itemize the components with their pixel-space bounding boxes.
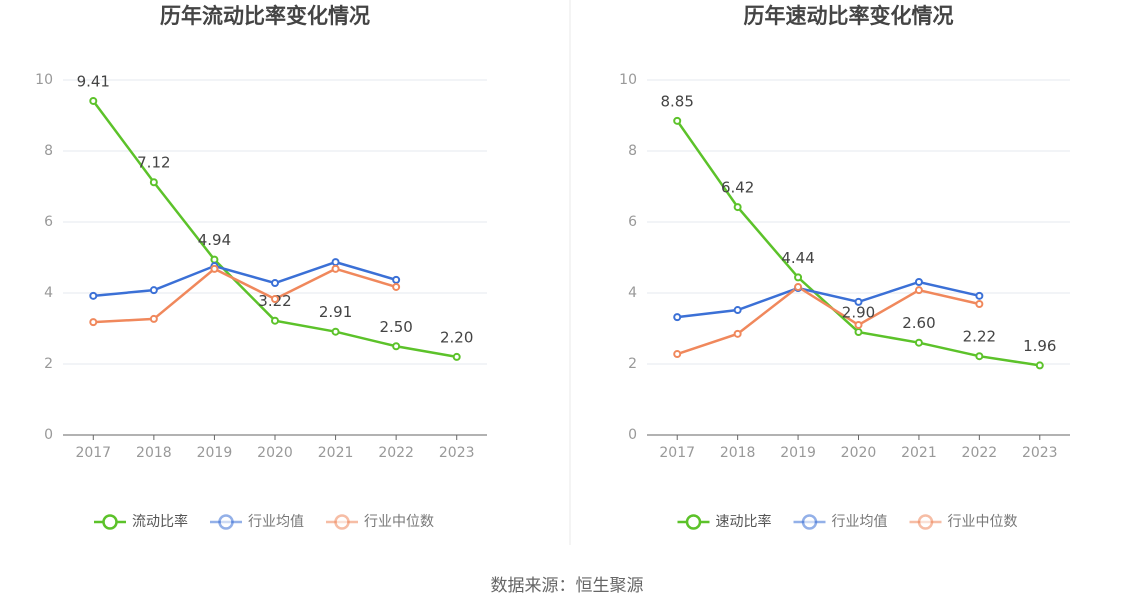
data-label: 9.41 bbox=[77, 72, 110, 90]
legend-label: 行业均值 bbox=[832, 514, 888, 530]
x-tick-label: 2021 bbox=[901, 445, 937, 461]
x-tick-label: 2020 bbox=[257, 445, 293, 461]
data-point bbox=[331, 258, 340, 267]
x-tick-label: 2022 bbox=[962, 445, 998, 461]
legend-marker bbox=[102, 514, 118, 530]
data-point bbox=[392, 342, 401, 351]
y-tick-label: 6 bbox=[44, 214, 53, 230]
legend-label: 行业中位数 bbox=[948, 514, 1018, 530]
data-label: 2.50 bbox=[379, 318, 412, 336]
y-tick-label: 2 bbox=[628, 356, 637, 372]
y-tick-label: 8 bbox=[44, 143, 53, 159]
y-tick-label: 4 bbox=[628, 285, 637, 301]
data-point bbox=[975, 291, 984, 300]
y-tick-label: 10 bbox=[35, 72, 53, 88]
data-point bbox=[331, 327, 340, 336]
data-label: 4.94 bbox=[198, 231, 231, 249]
y-tick-label: 8 bbox=[628, 143, 637, 159]
y-tick-label: 0 bbox=[44, 427, 53, 443]
data-label: 2.91 bbox=[319, 303, 352, 321]
data-point bbox=[89, 291, 98, 300]
data-label: 2.20 bbox=[440, 328, 473, 346]
data-point bbox=[673, 350, 682, 359]
data-point bbox=[1035, 361, 1044, 370]
series-line bbox=[93, 260, 397, 298]
y-tick-label: 6 bbox=[628, 214, 637, 230]
data-point bbox=[914, 277, 923, 286]
data-point bbox=[210, 255, 219, 264]
series-line bbox=[676, 285, 980, 356]
x-tick-label: 2017 bbox=[659, 445, 695, 461]
data-point bbox=[975, 300, 984, 309]
data-point bbox=[149, 286, 158, 295]
y-tick-label: 10 bbox=[619, 72, 637, 88]
legend-label: 速动比率 bbox=[716, 513, 772, 530]
data-point bbox=[210, 264, 219, 273]
data-point bbox=[914, 286, 923, 295]
data-label: 8.85 bbox=[661, 92, 694, 110]
data-point bbox=[673, 313, 682, 322]
source-note: 数据来源：恒生聚源 bbox=[491, 576, 644, 596]
data-point bbox=[392, 282, 401, 291]
data-point bbox=[89, 318, 98, 327]
data-point bbox=[271, 316, 279, 325]
data-point bbox=[733, 203, 742, 212]
x-tick-label: 2023 bbox=[439, 445, 475, 461]
data-label: 6.42 bbox=[721, 179, 754, 197]
legend-label: 行业中位数 bbox=[364, 514, 434, 530]
data-point bbox=[331, 264, 340, 273]
x-tick-label: 2023 bbox=[1022, 445, 1058, 461]
x-tick-label: 2021 bbox=[318, 445, 354, 461]
data-point bbox=[975, 352, 984, 361]
y-tick-label: 4 bbox=[44, 285, 53, 301]
data-point bbox=[89, 96, 98, 105]
x-tick-label: 2019 bbox=[197, 445, 233, 461]
data-label: 7.12 bbox=[137, 154, 170, 172]
x-tick-label: 2017 bbox=[75, 445, 111, 461]
data-point bbox=[149, 178, 158, 187]
data-label: 2.60 bbox=[902, 314, 935, 332]
data-point bbox=[392, 275, 401, 284]
chart-title: 历年流动比率变化情况 bbox=[160, 4, 370, 28]
legend-marker bbox=[218, 514, 234, 530]
data-point bbox=[271, 279, 279, 288]
data-label: 2.22 bbox=[963, 328, 996, 346]
data-label: 1.96 bbox=[1023, 337, 1056, 355]
legend-marker bbox=[334, 514, 350, 530]
x-tick-label: 2022 bbox=[378, 445, 414, 461]
legend-label: 行业均值 bbox=[248, 514, 304, 530]
data-point bbox=[733, 329, 742, 338]
series-line bbox=[93, 267, 397, 324]
chart-title: 历年速动比率变化情况 bbox=[744, 4, 954, 28]
legend-marker bbox=[917, 514, 934, 530]
legend-marker bbox=[685, 514, 702, 530]
data-point bbox=[149, 314, 158, 323]
x-tick-label: 2018 bbox=[720, 445, 756, 461]
data-point bbox=[673, 116, 682, 125]
data-point bbox=[452, 352, 461, 361]
x-tick-label: 2018 bbox=[136, 445, 172, 461]
series-line bbox=[677, 280, 980, 319]
data-point bbox=[854, 328, 863, 337]
legend-label: 流动比率 bbox=[132, 513, 188, 530]
legend-marker bbox=[801, 514, 818, 530]
data-label: 2.90 bbox=[842, 304, 875, 322]
data-point bbox=[733, 306, 742, 315]
data-point bbox=[854, 320, 863, 329]
y-tick-label: 2 bbox=[44, 356, 53, 372]
data-label: 4.44 bbox=[781, 249, 814, 267]
data-point bbox=[794, 282, 803, 291]
data-point bbox=[794, 273, 803, 282]
data-point bbox=[914, 338, 923, 347]
x-tick-label: 2019 bbox=[780, 445, 816, 461]
data-point bbox=[854, 297, 863, 306]
data-point bbox=[271, 295, 279, 304]
y-tick-label: 0 bbox=[628, 427, 637, 443]
x-tick-label: 2020 bbox=[841, 445, 877, 461]
